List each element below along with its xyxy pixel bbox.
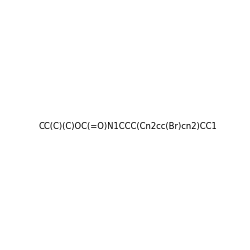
Text: CC(C)(C)OC(=O)N1CCC(Cn2cc(Br)cn2)CC1: CC(C)(C)OC(=O)N1CCC(Cn2cc(Br)cn2)CC1 [39, 122, 218, 131]
